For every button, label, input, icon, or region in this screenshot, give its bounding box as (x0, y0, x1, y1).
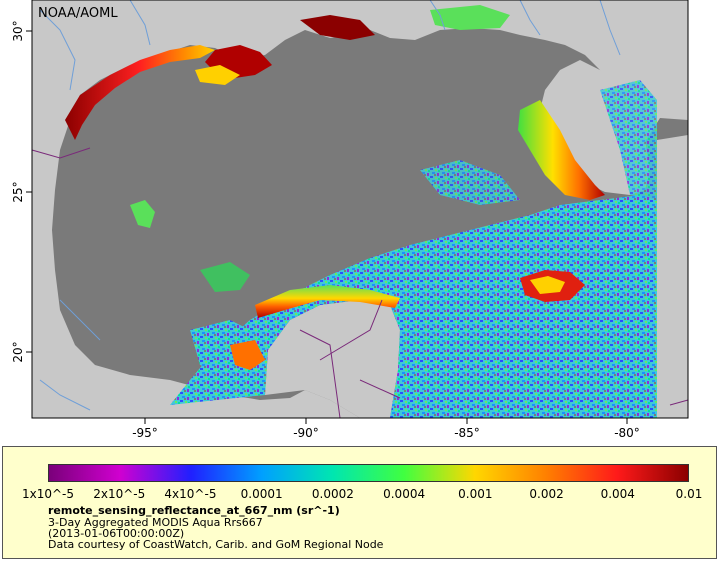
lat-tick-label: 30° (11, 20, 25, 41)
colorbar-tick-label: 1x10^-5 (21, 487, 75, 501)
map: NOAA/AOML -95° -90° -85° -80° 30° 25° 20… (11, 0, 689, 440)
lon-tick-label: -95° (132, 426, 158, 440)
colorbar-tick-label: 0.004 (600, 487, 635, 501)
colorbar-tick-label: 0.001 (458, 487, 493, 501)
legend-time: (2013-01-06T00:00:00Z) (48, 527, 185, 540)
colorbar-tick-label: 0.0001 (240, 487, 283, 501)
colorbar-tick-label: 0.0002 (311, 487, 354, 501)
reflectance-data (65, 5, 657, 418)
legend-variable-name: remote_sensing_reflectance_at_667_nm (sr… (48, 504, 340, 517)
colorbar-tick-label: 4x10^-5 (164, 487, 217, 501)
colorbar-tick-label: 0.01 (675, 487, 703, 501)
legend-description: 3-Day Aggregated MODIS Aqua Rrs667 (48, 516, 263, 529)
rivers (39, 0, 621, 411)
country-borders (31, 147, 689, 419)
axis-ticks (26, 30, 628, 424)
colorbar-tick-label: 2x10^-5 (93, 487, 146, 501)
legend-credit: Data courtesy of CoastWatch, Carib. and … (48, 538, 384, 551)
lon-tick-label: -80° (614, 426, 640, 440)
lat-tick-label: 20° (11, 341, 25, 362)
colorbar-tick-label: 0.0004 (383, 487, 426, 501)
axis-frame (31, 0, 689, 419)
lon-tick-label: -85° (454, 426, 480, 440)
colorbar (48, 464, 689, 482)
legend-panel: 1x10^-5 2x10^-5 4x10^-5 0.0001 0.0002 0.0004 0… (2, 446, 717, 559)
colorbar-tick-label: 0.002 (529, 487, 564, 501)
lat-tick-label: 25° (11, 181, 25, 202)
watermark: NOAA/AOML (38, 6, 118, 21)
lon-tick-label: -90° (293, 426, 319, 440)
